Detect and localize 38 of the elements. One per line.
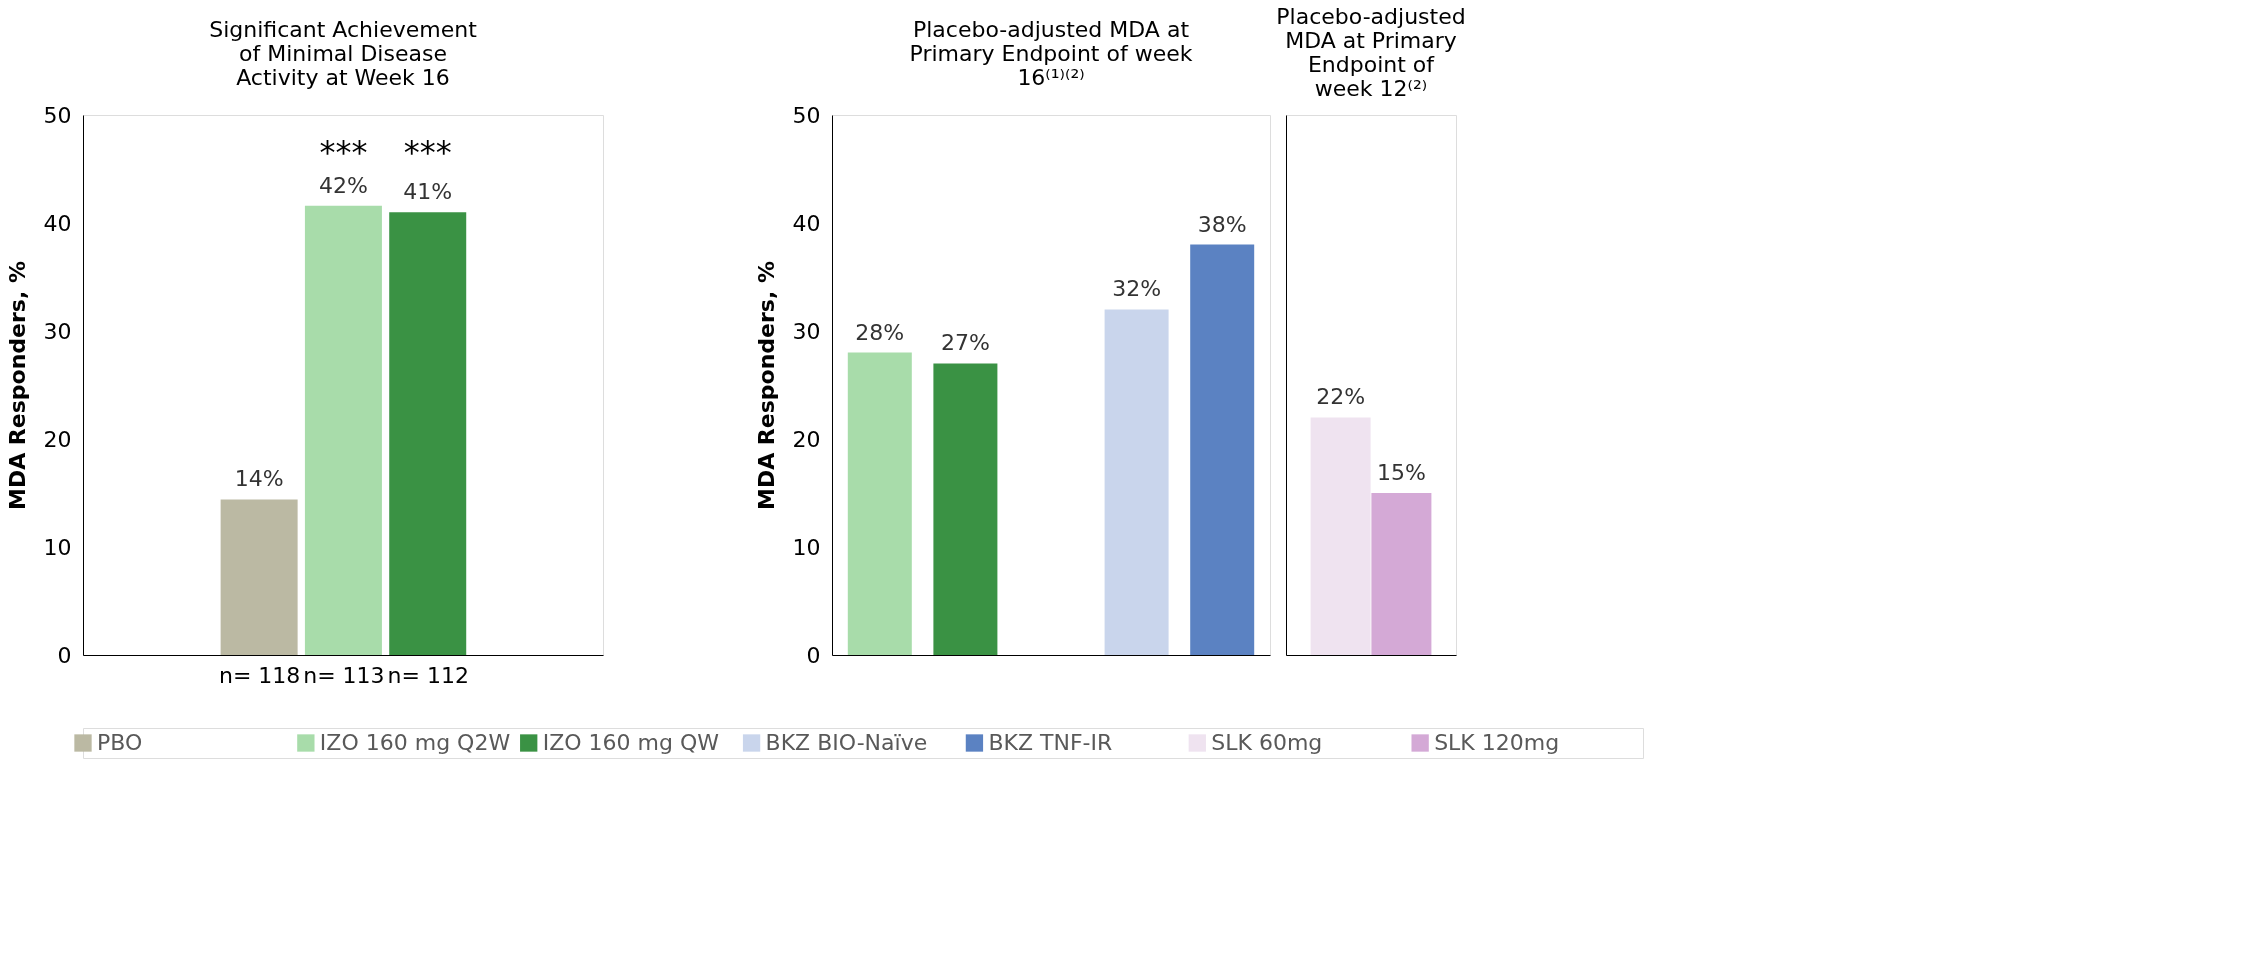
y-axis-title: MDA Responders, % <box>753 261 779 510</box>
data-label: 28% <box>855 319 905 345</box>
y-tick-label: 0 <box>57 642 72 668</box>
y-axis-title: MDA Responders, % <box>4 261 30 510</box>
legend-label: BKZ BIO-Naïve <box>765 730 928 755</box>
annotation: *** <box>403 132 452 171</box>
legend-label: IZO 160 mg QW <box>542 730 720 755</box>
y-tick-label: 20 <box>792 426 821 452</box>
data-label: 15% <box>1376 460 1426 485</box>
legend-label: PBO <box>97 730 143 755</box>
y-tick-label: 50 <box>792 102 821 128</box>
x-tick-label: n= 113 <box>303 662 385 688</box>
y-tick-label: 30 <box>792 318 821 344</box>
y-tick-label: 30 <box>43 318 72 344</box>
y-tick-label: 50 <box>43 102 72 128</box>
y-tick-label: 10 <box>792 534 821 560</box>
chart-title: Significant Achievement of Minimal Disease Activity at Week 16 <box>209 17 478 90</box>
y-tick-label: 0 <box>806 642 821 668</box>
y-tick-label: 10 <box>43 534 72 560</box>
legend-label: BKZ TNF-IR <box>988 730 1113 755</box>
data-label: 22% <box>1316 384 1366 410</box>
y-tick-label: 40 <box>792 210 821 236</box>
x-tick-label: n= 118 <box>218 662 301 688</box>
data-label: 41% <box>403 179 453 205</box>
x-tick-label: n= 112 <box>387 662 469 688</box>
data-label: 32% <box>1112 276 1162 302</box>
legend-label: SLK 60mg <box>1211 730 1323 755</box>
data-label: 42% <box>318 172 368 198</box>
y-tick-label: 20 <box>43 426 72 452</box>
data-label: 38% <box>1197 211 1247 237</box>
legend-label: IZO 160 mg Q2W <box>319 730 511 755</box>
annotation: *** <box>319 132 368 171</box>
y-tick-label: 40 <box>43 210 72 236</box>
chart-title: Placebo-adjusted MDA at Primary Endpoint of week 12⁽²⁾ <box>1276 4 1466 101</box>
chart-title: Placebo-adjusted MDA at Primary Endpoint of week 16⁽¹⁾⁽²⁾ <box>909 17 1193 90</box>
data-label: 14% <box>234 466 284 492</box>
data-label: 27% <box>940 330 990 356</box>
legend-label: SLK 120mg <box>1434 730 1560 755</box>
